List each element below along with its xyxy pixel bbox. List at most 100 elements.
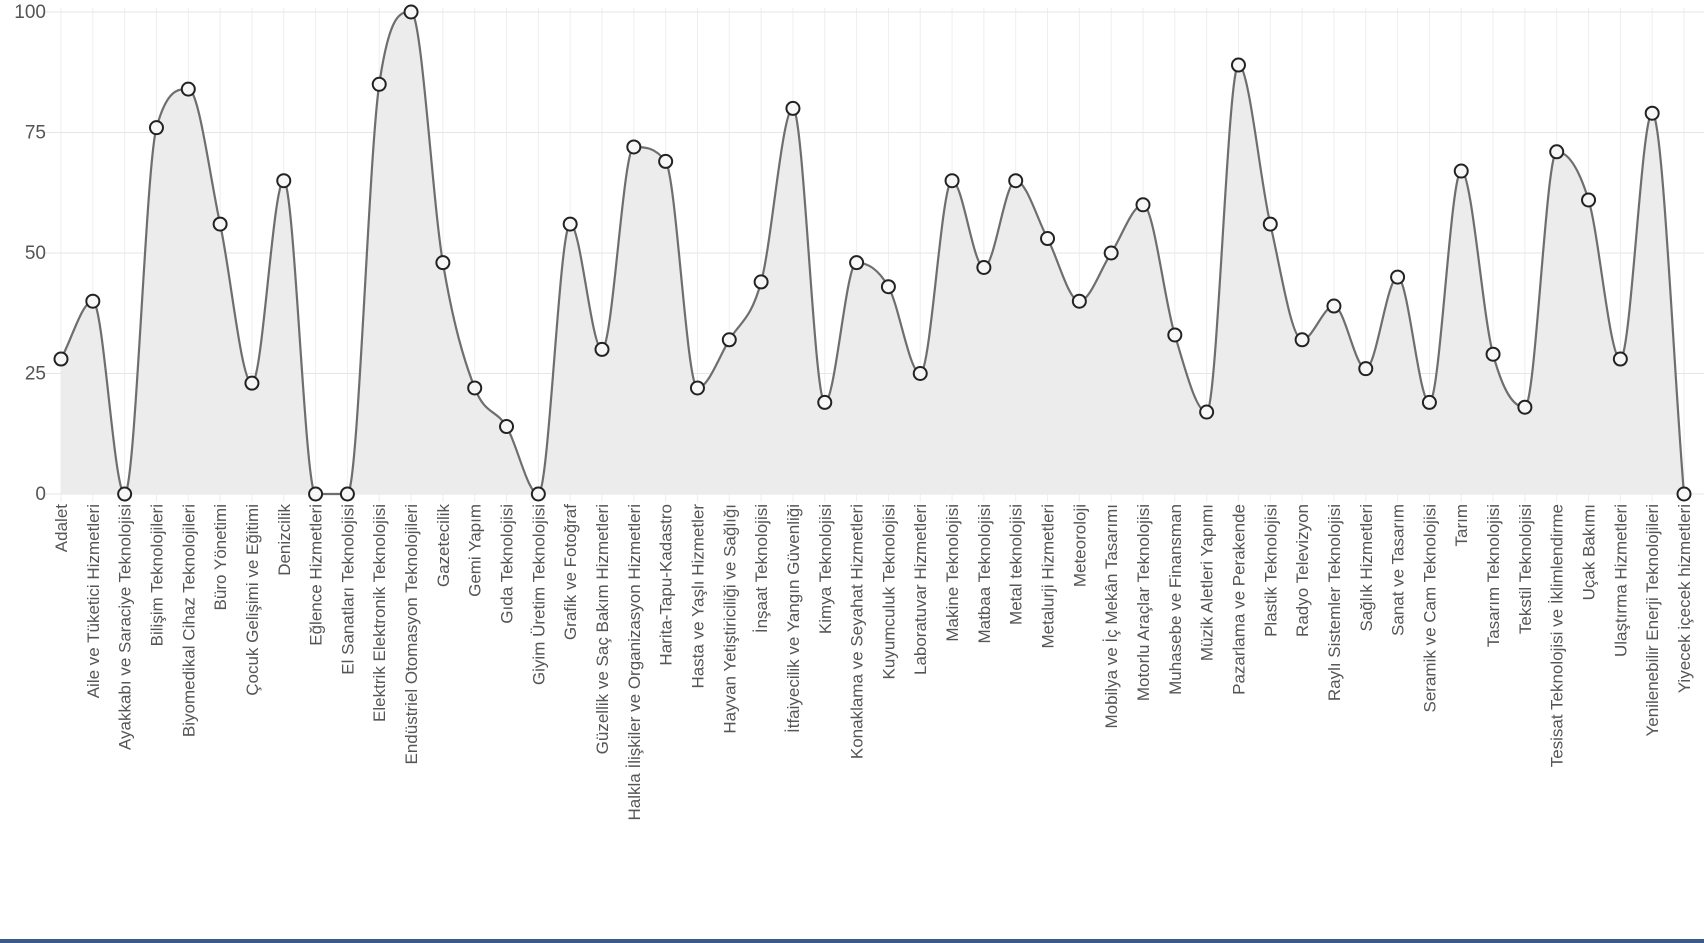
data-point[interactable] xyxy=(1549,144,1565,160)
x-tick-label: Çocuk Gelişimi ve Eğitimi xyxy=(243,504,262,696)
x-axis: Adalet Aile ve Tüketici Hizmetleri Ayakkab… xyxy=(52,504,1694,821)
y-tick-label: 50 xyxy=(25,243,46,264)
data-point[interactable] xyxy=(817,394,833,410)
data-points xyxy=(53,4,1692,502)
data-point[interactable] xyxy=(530,486,546,502)
data-point[interactable] xyxy=(276,173,292,189)
data-point[interactable] xyxy=(1676,486,1692,502)
data-point[interactable] xyxy=(308,486,324,502)
x-tick-label: Motorlu Araçlar Teknolojisi xyxy=(1134,504,1153,701)
data-point[interactable] xyxy=(1167,327,1183,343)
x-tick-label: Pazarlama ve Perakende xyxy=(1229,504,1248,695)
line-layer xyxy=(60,10,1686,496)
data-point[interactable] xyxy=(499,419,515,435)
x-tick-label: Makine Teknolojisi xyxy=(943,504,962,642)
x-tick-label: Tarım xyxy=(1452,504,1471,547)
data-point[interactable] xyxy=(403,4,419,20)
data-point[interactable] xyxy=(849,255,865,271)
area-layer xyxy=(61,12,1684,494)
y-tick-label: 0 xyxy=(35,484,46,505)
x-tick-label: Aile ve Tüketici Hizmetleri xyxy=(84,504,103,698)
data-point[interactable] xyxy=(1262,216,1278,232)
data-point[interactable] xyxy=(626,139,642,155)
bottom-bar xyxy=(0,939,1704,943)
data-point[interactable] xyxy=(1644,105,1660,121)
data-point[interactable] xyxy=(1008,173,1024,189)
data-point[interactable] xyxy=(1135,197,1151,213)
x-tick-label: El Sanatları Teknolojisi xyxy=(338,504,357,675)
data-point[interactable] xyxy=(1103,245,1119,261)
data-point[interactable] xyxy=(1390,269,1406,285)
x-tick-label: Metal teknolojisi xyxy=(1007,504,1026,625)
data-point[interactable] xyxy=(1358,361,1374,377)
x-tick-label: Yiyecek içecek hizmetleri xyxy=(1675,504,1694,693)
y-tick-label: 75 xyxy=(25,123,46,144)
data-point[interactable] xyxy=(976,259,992,275)
data-point[interactable] xyxy=(753,274,769,290)
data-point[interactable] xyxy=(1485,346,1501,362)
x-tick-label: Gazetecilik xyxy=(434,504,453,588)
data-point[interactable] xyxy=(53,351,69,367)
data-point[interactable] xyxy=(180,81,196,97)
data-point[interactable] xyxy=(785,100,801,116)
data-point[interactable] xyxy=(371,76,387,92)
data-point[interactable] xyxy=(1421,394,1437,410)
x-tick-label: Tasarım Teknolojisi xyxy=(1484,504,1503,647)
x-tick-label: Ulaştırma Hizmetleri xyxy=(1611,504,1630,657)
series-line xyxy=(60,10,1686,496)
x-tick-label: Hasta ve Yaşlı Hizmetler xyxy=(688,504,707,689)
x-tick-label: Müzik Aletleri Yapımı xyxy=(1198,504,1217,661)
y-tick-label: 100 xyxy=(14,2,46,23)
x-tick-label: Sağlık Hizmetleri xyxy=(1357,504,1376,632)
data-point[interactable] xyxy=(1071,293,1087,309)
data-point[interactable] xyxy=(1326,298,1342,314)
data-point[interactable] xyxy=(912,366,928,381)
data-point[interactable] xyxy=(467,380,483,396)
x-tick-label: Grafik ve Fotoğraf xyxy=(561,504,580,640)
x-tick-label: Konaklama ve Seyahat Hizmetleri xyxy=(848,504,867,759)
data-point[interactable] xyxy=(880,279,896,295)
data-point[interactable] xyxy=(1040,231,1056,247)
x-tick-label: Radyo Televizyon xyxy=(1293,504,1312,637)
data-point[interactable] xyxy=(212,216,228,232)
x-tick-label: Sanat ve Tasarım xyxy=(1389,504,1408,636)
data-point[interactable] xyxy=(944,173,960,189)
data-point[interactable] xyxy=(339,486,355,502)
data-point[interactable] xyxy=(1612,351,1628,367)
data-point[interactable] xyxy=(721,332,737,348)
data-point[interactable] xyxy=(1199,404,1215,420)
data-point[interactable] xyxy=(85,293,101,309)
data-point[interactable] xyxy=(117,486,133,502)
x-tick-label: Tekstil Teknolojisi xyxy=(1516,504,1535,634)
x-tick-label: Biyomedikal Cihaz Teknolojileri xyxy=(179,504,198,737)
data-point[interactable] xyxy=(594,341,610,357)
x-tick-label: Meteoroloji xyxy=(1070,504,1089,587)
x-tick-label: Laboratuvar Hizmetleri xyxy=(911,504,930,675)
x-tick-label: Hayvan Yetiştiriciliği ve Sağlığı xyxy=(720,504,739,734)
data-point[interactable] xyxy=(1453,163,1469,179)
data-point[interactable] xyxy=(435,255,451,271)
data-point[interactable] xyxy=(1294,332,1310,348)
x-tick-label: Mobilya ve İç Mekân Tasarımı xyxy=(1102,504,1121,729)
x-tick-label: Giyim Üretim Teknolojisi xyxy=(529,504,548,685)
data-point[interactable] xyxy=(689,380,705,396)
data-point[interactable] xyxy=(148,120,164,136)
data-point[interactable] xyxy=(244,375,260,391)
x-tick-label: Plastik Teknolojisi xyxy=(1261,504,1280,637)
x-tick-label: Gıda Teknolojisi xyxy=(498,504,517,624)
y-axis: 0 25 50 75 100 xyxy=(14,2,46,505)
data-point[interactable] xyxy=(1517,399,1533,415)
x-tick-label: İnşaat Teknolojisi xyxy=(752,504,771,633)
x-tick-label: Seramik ve Cam Teknolojisi xyxy=(1420,504,1439,712)
x-tick-label: Raylı Sistemler Teknolojisi xyxy=(1325,504,1344,701)
data-point[interactable] xyxy=(562,216,578,232)
x-tick-label: Matbaa Teknolojisi xyxy=(975,504,994,644)
data-point[interactable] xyxy=(1230,57,1246,73)
x-tick-label: Yenilenebilir Enerji Teknolojileri xyxy=(1643,504,1662,736)
data-point[interactable] xyxy=(1581,192,1597,208)
x-tick-label: Gemi Yapım xyxy=(466,504,485,597)
data-point[interactable] xyxy=(658,153,674,169)
x-tick-label: Harita-Tapu-Kadastro xyxy=(657,504,676,666)
